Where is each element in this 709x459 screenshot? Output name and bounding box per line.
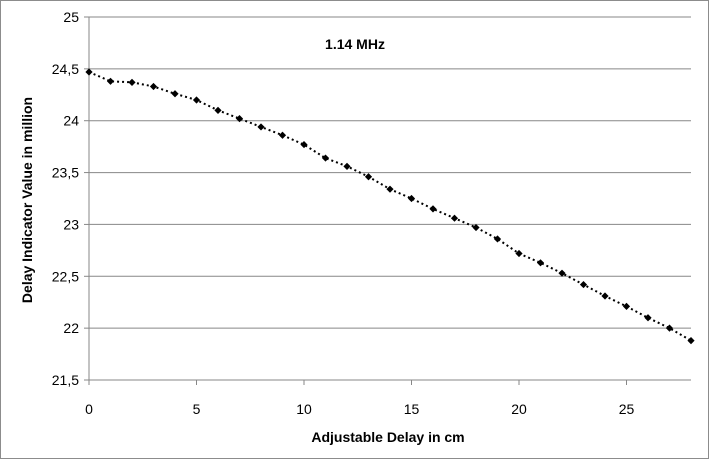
x-tick-labels: 0 5 10 15 20 25 [85, 401, 634, 417]
x-tick-label: 10 [296, 401, 312, 417]
data-point [149, 82, 158, 91]
y-tick-label: 22 [63, 320, 79, 336]
x-tick-label: 20 [511, 401, 527, 417]
series-line [88, 71, 692, 342]
data-point [214, 106, 222, 114]
data-point [644, 314, 652, 322]
x-tick-label: 15 [404, 401, 420, 417]
data-point [622, 302, 631, 310]
data-point [343, 162, 351, 170]
data-point [601, 292, 609, 300]
data-point [429, 205, 437, 213]
data-point [235, 115, 244, 123]
data-point [687, 336, 695, 345]
y-tick-label: 24,5 [52, 61, 79, 77]
x-tick-label: 5 [193, 401, 201, 417]
y-tick-label: 21,5 [52, 372, 79, 388]
x-tick-label: 0 [85, 401, 93, 417]
y-axis-title: Delay Indicator Value in million [19, 97, 35, 303]
data-point [536, 259, 545, 267]
chart-annotation: 1.14 MHz [325, 36, 385, 52]
x-axis-title: Adjustable Delay in cm [311, 429, 464, 445]
data-point [386, 185, 394, 193]
y-tick-label: 23,5 [52, 165, 79, 181]
series-group [85, 68, 695, 345]
y-tick-label: 24 [63, 113, 79, 129]
y-tick-label: 22,5 [52, 268, 79, 284]
data-point [493, 235, 502, 243]
data-point [128, 78, 136, 86]
data-point [450, 214, 459, 222]
data-point [321, 154, 330, 162]
x-tick-label: 25 [619, 401, 635, 417]
data-point [278, 131, 287, 139]
data-point [515, 249, 523, 258]
data-point [192, 96, 201, 104]
data-point [472, 223, 480, 232]
data-point [364, 173, 373, 181]
data-point [300, 140, 308, 149]
data-point [558, 269, 566, 277]
gridlines [89, 16, 691, 329]
data-point [106, 77, 115, 85]
data-point [257, 123, 265, 131]
data-point [407, 194, 416, 203]
y-tick-labels: 21,5 22 22,5 23 23,5 24 24,5 25 [52, 9, 79, 388]
data-point [85, 68, 93, 76]
data-point [579, 280, 588, 289]
y-tick-label: 23 [63, 216, 79, 232]
data-point [171, 90, 179, 98]
axes [84, 16, 691, 385]
data-point [665, 324, 674, 332]
y-tick-label: 25 [63, 9, 79, 25]
